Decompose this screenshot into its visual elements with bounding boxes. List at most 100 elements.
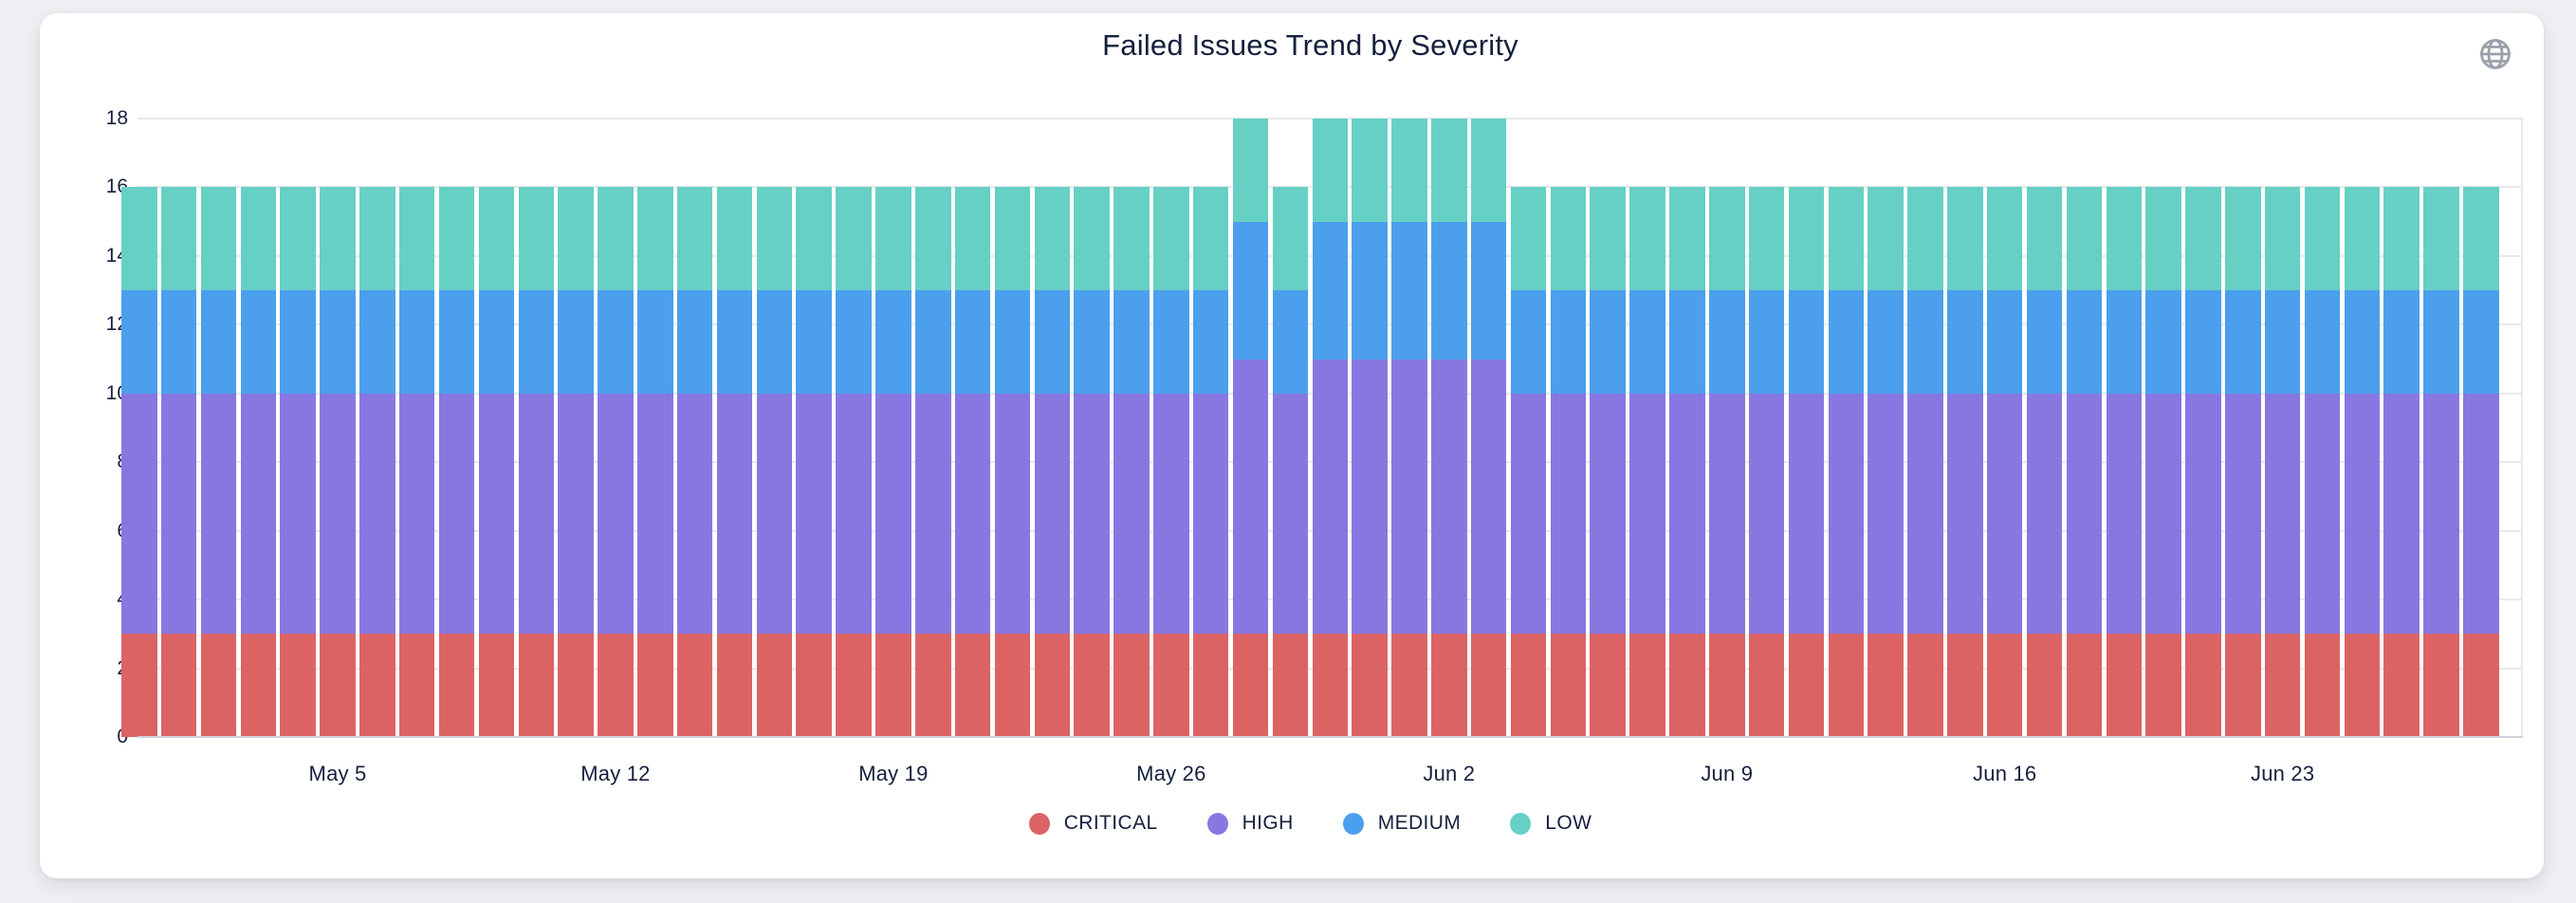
bar-segment-medium[interactable] [875, 290, 911, 394]
bar-segment-medium[interactable] [1431, 221, 1467, 359]
bar-segment-critical[interactable] [1986, 634, 2023, 737]
bar-segment-low[interactable] [1431, 119, 1467, 222]
bar-segment-medium[interactable] [756, 290, 793, 394]
bar-segment-critical[interactable] [478, 634, 515, 737]
bar-may-21[interactable] [954, 187, 991, 737]
bar-segment-critical[interactable] [2225, 634, 2261, 737]
bar-segment-high[interactable] [954, 393, 991, 635]
bar-segment-high[interactable] [240, 393, 277, 635]
bar-segment-low[interactable] [716, 187, 753, 291]
bar-segment-low[interactable] [1153, 187, 1189, 291]
bar-segment-medium[interactable] [1590, 290, 1626, 394]
bar-segment-low[interactable] [518, 187, 554, 291]
bar-segment-low[interactable] [1748, 187, 1785, 291]
bar-may-17[interactable] [796, 187, 832, 737]
bar-segment-medium[interactable] [2344, 290, 2381, 394]
bar-segment-low[interactable] [2026, 187, 2063, 291]
bar-may-12[interactable] [598, 187, 634, 737]
bar-segment-medium[interactable] [518, 290, 554, 394]
bar-segment-critical[interactable] [2344, 634, 2381, 737]
bar-segment-low[interactable] [1192, 187, 1229, 291]
bar-segment-critical[interactable] [716, 634, 753, 737]
bar-segment-high[interactable] [1272, 393, 1309, 635]
bar-segment-medium[interactable] [1470, 221, 1507, 359]
bar-segment-high[interactable] [1709, 393, 1745, 635]
bar-segment-high[interactable] [836, 393, 872, 635]
bar-segment-low[interactable] [1272, 187, 1309, 291]
bar-segment-high[interactable] [1192, 393, 1229, 635]
bar-segment-high[interactable] [756, 393, 793, 635]
bar-segment-low[interactable] [1113, 187, 1150, 291]
bar-segment-low[interactable] [121, 187, 157, 291]
bar-segment-high[interactable] [160, 393, 197, 635]
bar-segment-critical[interactable] [558, 634, 594, 737]
bar-segment-low[interactable] [1669, 187, 1705, 291]
bar-jun-12[interactable] [1828, 187, 1865, 737]
bar-segment-low[interactable] [1034, 187, 1071, 291]
bar-jun-3[interactable] [1470, 119, 1507, 737]
bar-segment-critical[interactable] [1074, 634, 1110, 737]
bar-may-18[interactable] [836, 187, 872, 737]
bar-segment-critical[interactable] [1669, 634, 1705, 737]
bar-segment-low[interactable] [2344, 187, 2381, 291]
bar-segment-high[interactable] [320, 393, 356, 635]
bar-jun-15[interactable] [1947, 187, 1983, 737]
bar-segment-high[interactable] [875, 393, 911, 635]
bar-segment-low[interactable] [359, 187, 396, 291]
bar-jun-24[interactable] [2304, 187, 2341, 737]
bar-segment-medium[interactable] [2423, 290, 2459, 394]
bar-segment-low[interactable] [875, 187, 911, 291]
bar-segment-high[interactable] [676, 393, 713, 635]
bar-segment-medium[interactable] [1709, 290, 1745, 394]
bar-segment-low[interactable] [2106, 187, 2142, 291]
bar-segment-medium[interactable] [2225, 290, 2261, 394]
bar-segment-medium[interactable] [1907, 290, 1943, 394]
bar-segment-medium[interactable] [915, 290, 951, 394]
bar-segment-low[interactable] [1550, 187, 1587, 291]
bar-segment-medium[interactable] [1312, 221, 1348, 359]
bar-segment-high[interactable] [2145, 393, 2181, 635]
bar-segment-medium[interactable] [1748, 290, 1785, 394]
bar-segment-medium[interactable] [598, 290, 634, 394]
bar-segment-critical[interactable] [200, 634, 237, 737]
bar-may-5[interactable] [320, 187, 356, 737]
bar-segment-high[interactable] [1470, 359, 1507, 635]
bar-segment-low[interactable] [994, 187, 1031, 291]
bar-segment-high[interactable] [994, 393, 1031, 635]
bar-segment-low[interactable] [2383, 187, 2420, 291]
bar-may-13[interactable] [637, 187, 673, 737]
bar-segment-critical[interactable] [598, 634, 634, 737]
bar-segment-critical[interactable] [1550, 634, 1587, 737]
bar-may-25[interactable] [1113, 187, 1150, 737]
bar-jun-16[interactable] [1986, 187, 2023, 737]
bar-segment-medium[interactable] [2304, 290, 2341, 394]
bar-segment-medium[interactable] [994, 290, 1031, 394]
bar-jun-8[interactable] [1669, 187, 1705, 737]
bar-segment-high[interactable] [1947, 393, 1983, 635]
bar-segment-medium[interactable] [1074, 290, 1110, 394]
bar-segment-low[interactable] [558, 187, 594, 291]
bar-segment-low[interactable] [398, 187, 435, 291]
bar-segment-critical[interactable] [756, 634, 793, 737]
bar-segment-medium[interactable] [438, 290, 475, 394]
bar-segment-medium[interactable] [1868, 290, 1904, 394]
bar-segment-critical[interactable] [1947, 634, 1983, 737]
bar-segment-low[interactable] [1312, 119, 1348, 222]
bar-segment-medium[interactable] [478, 290, 515, 394]
bar-segment-medium[interactable] [1669, 290, 1705, 394]
bar-segment-low[interactable] [1986, 187, 2023, 291]
bar-segment-low[interactable] [1828, 187, 1865, 291]
bar-segment-low[interactable] [954, 187, 991, 291]
bar-segment-medium[interactable] [1788, 290, 1825, 394]
bar-segment-medium[interactable] [2264, 290, 2301, 394]
bar-segment-medium[interactable] [1272, 290, 1309, 394]
bar-segment-medium[interactable] [2106, 290, 2142, 394]
bar-segment-medium[interactable] [558, 290, 594, 394]
bar-segment-high[interactable] [915, 393, 951, 635]
bar-segment-critical[interactable] [2066, 634, 2103, 737]
bar-may-22[interactable] [994, 187, 1031, 737]
bar-segment-critical[interactable] [1629, 634, 1665, 737]
bar-segment-high[interactable] [438, 393, 475, 635]
globe-button[interactable] [2475, 34, 2515, 74]
bar-segment-low[interactable] [1391, 119, 1427, 222]
